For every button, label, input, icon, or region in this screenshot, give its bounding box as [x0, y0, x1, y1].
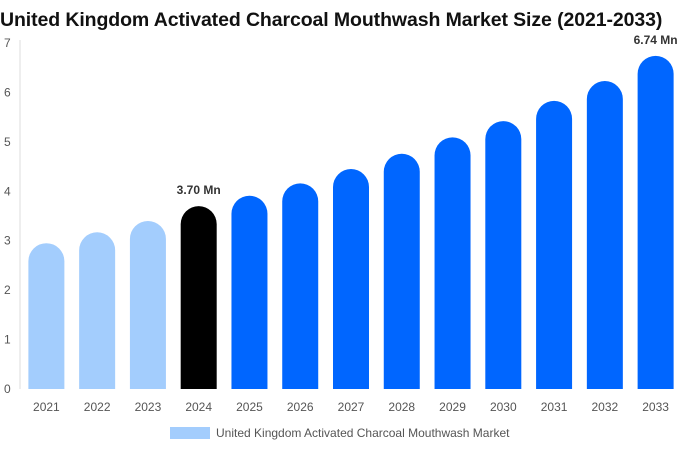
y-tick-label: 4 [4, 184, 11, 198]
x-axis: 2021 2022 2023 2024 2025 2026 2027 2028 2029 2030… [33, 400, 669, 414]
bar-2029[interactable] [434, 137, 471, 389]
y-tick-label: 5 [4, 135, 11, 149]
bars [28, 55, 674, 390]
y-tick-label: 0 [4, 382, 11, 396]
x-tick-label: 2028 [388, 400, 415, 414]
x-tick-label: 2033 [642, 400, 669, 414]
bar-2021[interactable] [28, 243, 65, 389]
x-tick-label: 2024 [185, 400, 212, 414]
bar-2031[interactable] [536, 100, 573, 390]
x-tick-label: 2031 [541, 400, 568, 414]
x-tick-label: 2029 [439, 400, 466, 414]
y-tick-label: 2 [4, 283, 11, 297]
y-axis: 0 1 2 3 4 5 6 7 [4, 36, 21, 396]
legend[interactable]: United Kingdom Activated Charcoal Mouthw… [170, 426, 509, 440]
data-labels: 3.70 Mn 6.74 Mn [177, 33, 678, 197]
x-tick-label: 2021 [33, 400, 60, 414]
bar-2025[interactable] [231, 195, 268, 389]
x-tick-label: 2027 [338, 400, 365, 414]
data-label: 3.70 Mn [177, 183, 221, 197]
bar-2024[interactable] [180, 206, 217, 389]
data-label: 6.74 Mn [634, 33, 678, 47]
y-tick-label: 3 [4, 234, 11, 248]
chart-title: United Kingdom Activated Charcoal Mouthw… [0, 9, 663, 31]
x-tick-label: 2030 [490, 400, 517, 414]
bar-2023[interactable] [129, 220, 166, 389]
x-tick-label: 2026 [287, 400, 314, 414]
y-tick-label: 6 [4, 85, 11, 99]
bar-2026[interactable] [282, 183, 319, 389]
legend-label: United Kingdom Activated Charcoal Mouthw… [216, 426, 510, 440]
x-tick-label: 2022 [84, 400, 111, 414]
x-tick-label: 2025 [236, 400, 263, 414]
bar-2027[interactable] [333, 169, 369, 389]
x-tick-label: 2032 [591, 400, 618, 414]
bar-2028[interactable] [383, 153, 420, 389]
bar-2032[interactable] [586, 81, 623, 389]
bar-2033[interactable] [637, 55, 674, 389]
legend-swatch [170, 427, 210, 439]
bar-2022[interactable] [79, 232, 116, 389]
y-tick-label: 1 [4, 333, 11, 347]
y-tick-label: 7 [4, 36, 11, 50]
bar-2030[interactable] [485, 121, 522, 389]
x-tick-label: 2023 [135, 400, 162, 414]
